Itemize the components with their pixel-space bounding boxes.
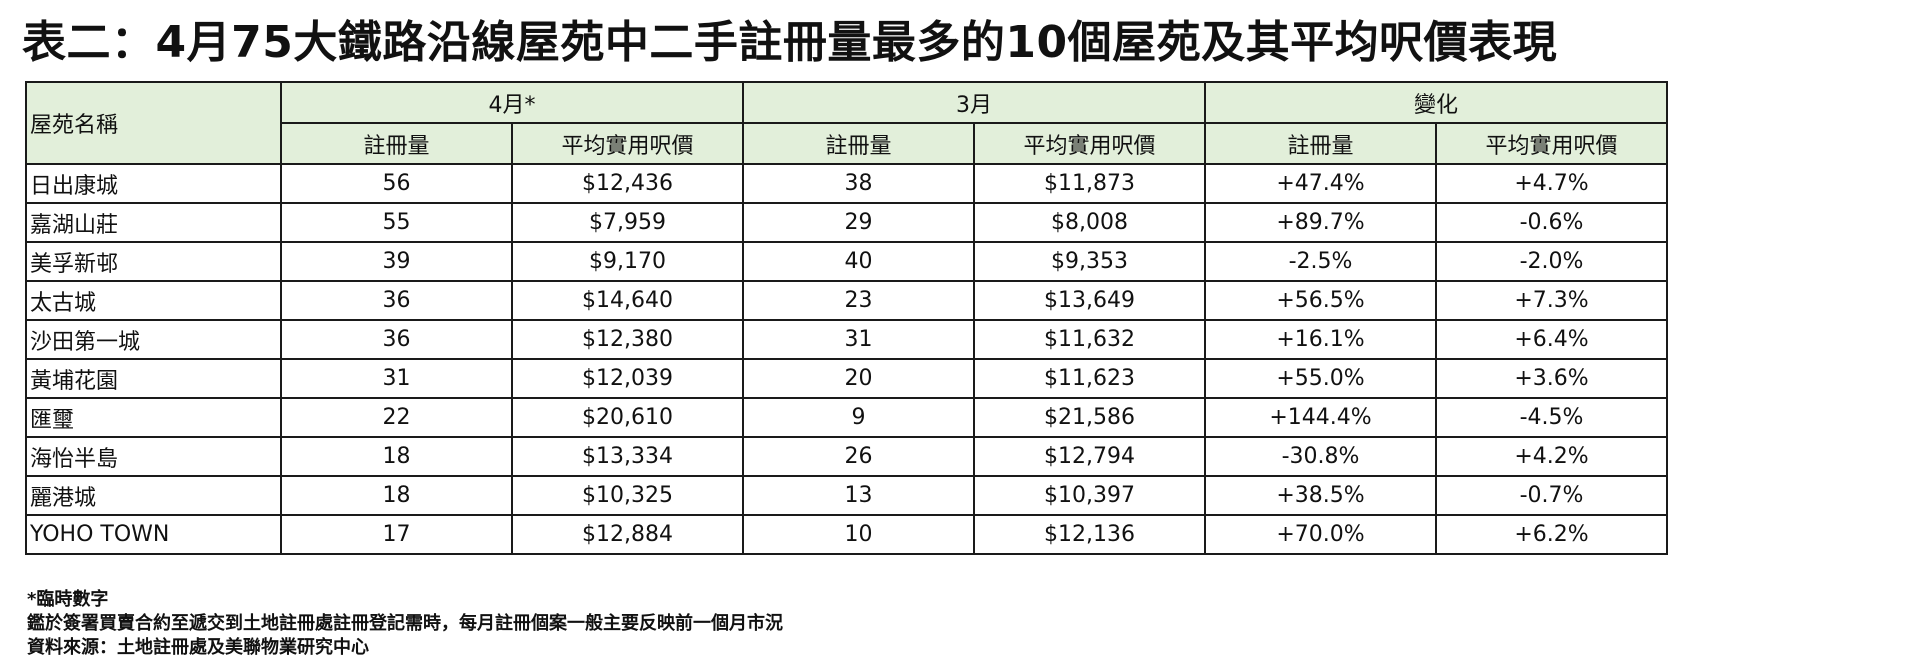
estate-name-header: 屋苑名稱 bbox=[25, 81, 282, 165]
change-registrations-cell: +47.4% bbox=[1204, 163, 1437, 204]
subheader-change-price: 平均實用呎價 bbox=[1435, 122, 1668, 165]
table-row: 麗港城 18 $10,325 13 $10,397 +38.5% -0.7% bbox=[25, 475, 1668, 516]
table-row: 沙田第一城 36 $12,380 31 $11,632 +16.1% +6.4% bbox=[25, 319, 1668, 360]
footnotes: *臨時數字 鑑於簽署買賣合約至遞交到土地註冊處註冊登記需時，每月註冊個案一般主要… bbox=[27, 588, 783, 660]
march-registrations-cell: 26 bbox=[742, 436, 975, 477]
group-header-change: 變化 bbox=[1204, 81, 1668, 124]
estate-name-cell: 海怡半島 bbox=[25, 436, 282, 477]
table-row: YOHO TOWN 17 $12,884 10 $12,136 +70.0% +6.2% bbox=[25, 514, 1668, 555]
estate-name-cell: 太古城 bbox=[25, 280, 282, 321]
march-registrations-cell: 23 bbox=[742, 280, 975, 321]
footnote-registration-lag: 鑑於簽署買賣合約至遞交到土地註冊處註冊登記需時，每月註冊個案一般主要反映前一個月… bbox=[27, 613, 783, 634]
footnote-source: 資料來源：土地註冊處及美聯物業研究中心 bbox=[27, 637, 369, 658]
april-price-cell: $13,334 bbox=[511, 436, 744, 477]
change-price-cell: -2.0% bbox=[1435, 241, 1668, 282]
header-row-subheaders: 註冊量 平均實用呎價 註冊量 平均實用呎價 註冊量 平均實用呎價 bbox=[26, 122, 1668, 165]
april-registrations-cell: 17 bbox=[280, 514, 513, 555]
april-registrations-cell: 22 bbox=[280, 397, 513, 438]
march-price-cell: $11,623 bbox=[973, 358, 1206, 399]
change-price-cell: +7.3% bbox=[1435, 280, 1668, 321]
change-price-cell: +4.7% bbox=[1435, 163, 1668, 204]
march-price-cell: $12,136 bbox=[973, 514, 1206, 555]
subheader-april-registrations: 註冊量 bbox=[280, 122, 513, 165]
footnote-provisional: *臨時數字 bbox=[27, 589, 109, 610]
april-registrations-cell: 39 bbox=[280, 241, 513, 282]
registration-table: 屋苑名稱 4月* 3月 變化 註冊量 平均實用呎價 註冊量 平均實用呎價 註冊量… bbox=[25, 81, 1668, 555]
subheader-change-registrations: 註冊量 bbox=[1204, 122, 1437, 165]
march-registrations-cell: 31 bbox=[742, 319, 975, 360]
header-row-groups: 屋苑名稱 4月* 3月 變化 bbox=[25, 81, 1668, 165]
estate-name-cell: 麗港城 bbox=[25, 475, 282, 516]
march-registrations-cell: 38 bbox=[742, 163, 975, 204]
change-price-cell: -0.7% bbox=[1435, 475, 1668, 516]
march-registrations-cell: 29 bbox=[742, 202, 975, 243]
estate-name-cell: 沙田第一城 bbox=[25, 319, 282, 360]
estate-name-cell: 美孚新邨 bbox=[25, 241, 282, 282]
march-registrations-cell: 13 bbox=[742, 475, 975, 516]
april-registrations-cell: 55 bbox=[280, 202, 513, 243]
change-price-cell: +6.4% bbox=[1435, 319, 1668, 360]
estate-name-cell: 黃埔花園 bbox=[25, 358, 282, 399]
april-registrations-cell: 36 bbox=[280, 280, 513, 321]
subheader-march-price: 平均實用呎價 bbox=[973, 122, 1206, 165]
april-registrations-cell: 18 bbox=[280, 475, 513, 516]
march-price-cell: $10,397 bbox=[973, 475, 1206, 516]
table-row: 太古城 36 $14,640 23 $13,649 +56.5% +7.3% bbox=[25, 280, 1668, 321]
change-price-cell: +6.2% bbox=[1435, 514, 1668, 555]
april-registrations-cell: 31 bbox=[280, 358, 513, 399]
change-registrations-cell: +16.1% bbox=[1204, 319, 1437, 360]
april-price-cell: $7,959 bbox=[511, 202, 744, 243]
change-registrations-cell: -2.5% bbox=[1204, 241, 1437, 282]
group-header-april: 4月* bbox=[280, 81, 744, 124]
change-price-cell: +4.2% bbox=[1435, 436, 1668, 477]
estate-name-cell: 日出康城 bbox=[25, 163, 282, 204]
april-price-cell: $12,884 bbox=[511, 514, 744, 555]
estate-name-cell: 嘉湖山莊 bbox=[25, 202, 282, 243]
group-header-march: 3月 bbox=[742, 81, 1206, 124]
march-price-cell: $9,353 bbox=[973, 241, 1206, 282]
estate-name-cell: 匯璽 bbox=[25, 397, 282, 438]
page-title: 表二：4月75大鐵路沿線屋苑中二手註冊量最多的10個屋苑及其平均呎價表現 bbox=[22, 17, 1558, 68]
change-registrations-cell: +89.7% bbox=[1204, 202, 1437, 243]
table-row: 海怡半島 18 $13,334 26 $12,794 -30.8% +4.2% bbox=[25, 436, 1668, 477]
change-registrations-cell: -30.8% bbox=[1204, 436, 1437, 477]
table-row: 匯璽 22 $20,610 9 $21,586 +144.4% -4.5% bbox=[25, 397, 1668, 438]
april-price-cell: $12,039 bbox=[511, 358, 744, 399]
table-row: 黃埔花園 31 $12,039 20 $11,623 +55.0% +3.6% bbox=[25, 358, 1668, 399]
table-row: 美孚新邨 39 $9,170 40 $9,353 -2.5% -2.0% bbox=[25, 241, 1668, 282]
march-registrations-cell: 10 bbox=[742, 514, 975, 555]
march-registrations-cell: 20 bbox=[742, 358, 975, 399]
march-price-cell: $8,008 bbox=[973, 202, 1206, 243]
march-registrations-cell: 9 bbox=[742, 397, 975, 438]
table-row: 日出康城 56 $12,436 38 $11,873 +47.4% +4.7% bbox=[25, 163, 1668, 204]
march-price-cell: $21,586 bbox=[973, 397, 1206, 438]
subheader-april-price: 平均實用呎價 bbox=[511, 122, 744, 165]
april-price-cell: $12,436 bbox=[511, 163, 744, 204]
change-price-cell: -4.5% bbox=[1435, 397, 1668, 438]
change-price-cell: +3.6% bbox=[1435, 358, 1668, 399]
april-price-cell: $20,610 bbox=[511, 397, 744, 438]
march-price-cell: $11,632 bbox=[973, 319, 1206, 360]
april-price-cell: $9,170 bbox=[511, 241, 744, 282]
change-registrations-cell: +56.5% bbox=[1204, 280, 1437, 321]
march-price-cell: $11,873 bbox=[973, 163, 1206, 204]
april-registrations-cell: 56 bbox=[280, 163, 513, 204]
april-registrations-cell: 18 bbox=[280, 436, 513, 477]
april-price-cell: $10,325 bbox=[511, 475, 744, 516]
march-price-cell: $12,794 bbox=[973, 436, 1206, 477]
table-row: 嘉湖山莊 55 $7,959 29 $8,008 +89.7% -0.6% bbox=[25, 202, 1668, 243]
change-registrations-cell: +144.4% bbox=[1204, 397, 1437, 438]
change-price-cell: -0.6% bbox=[1435, 202, 1668, 243]
change-registrations-cell: +70.0% bbox=[1204, 514, 1437, 555]
march-registrations-cell: 40 bbox=[742, 241, 975, 282]
estate-name-cell: YOHO TOWN bbox=[25, 514, 282, 555]
change-registrations-cell: +55.0% bbox=[1204, 358, 1437, 399]
subheader-march-registrations: 註冊量 bbox=[742, 122, 975, 165]
change-registrations-cell: +38.5% bbox=[1204, 475, 1437, 516]
april-price-cell: $14,640 bbox=[511, 280, 744, 321]
april-registrations-cell: 36 bbox=[280, 319, 513, 360]
april-price-cell: $12,380 bbox=[511, 319, 744, 360]
march-price-cell: $13,649 bbox=[973, 280, 1206, 321]
